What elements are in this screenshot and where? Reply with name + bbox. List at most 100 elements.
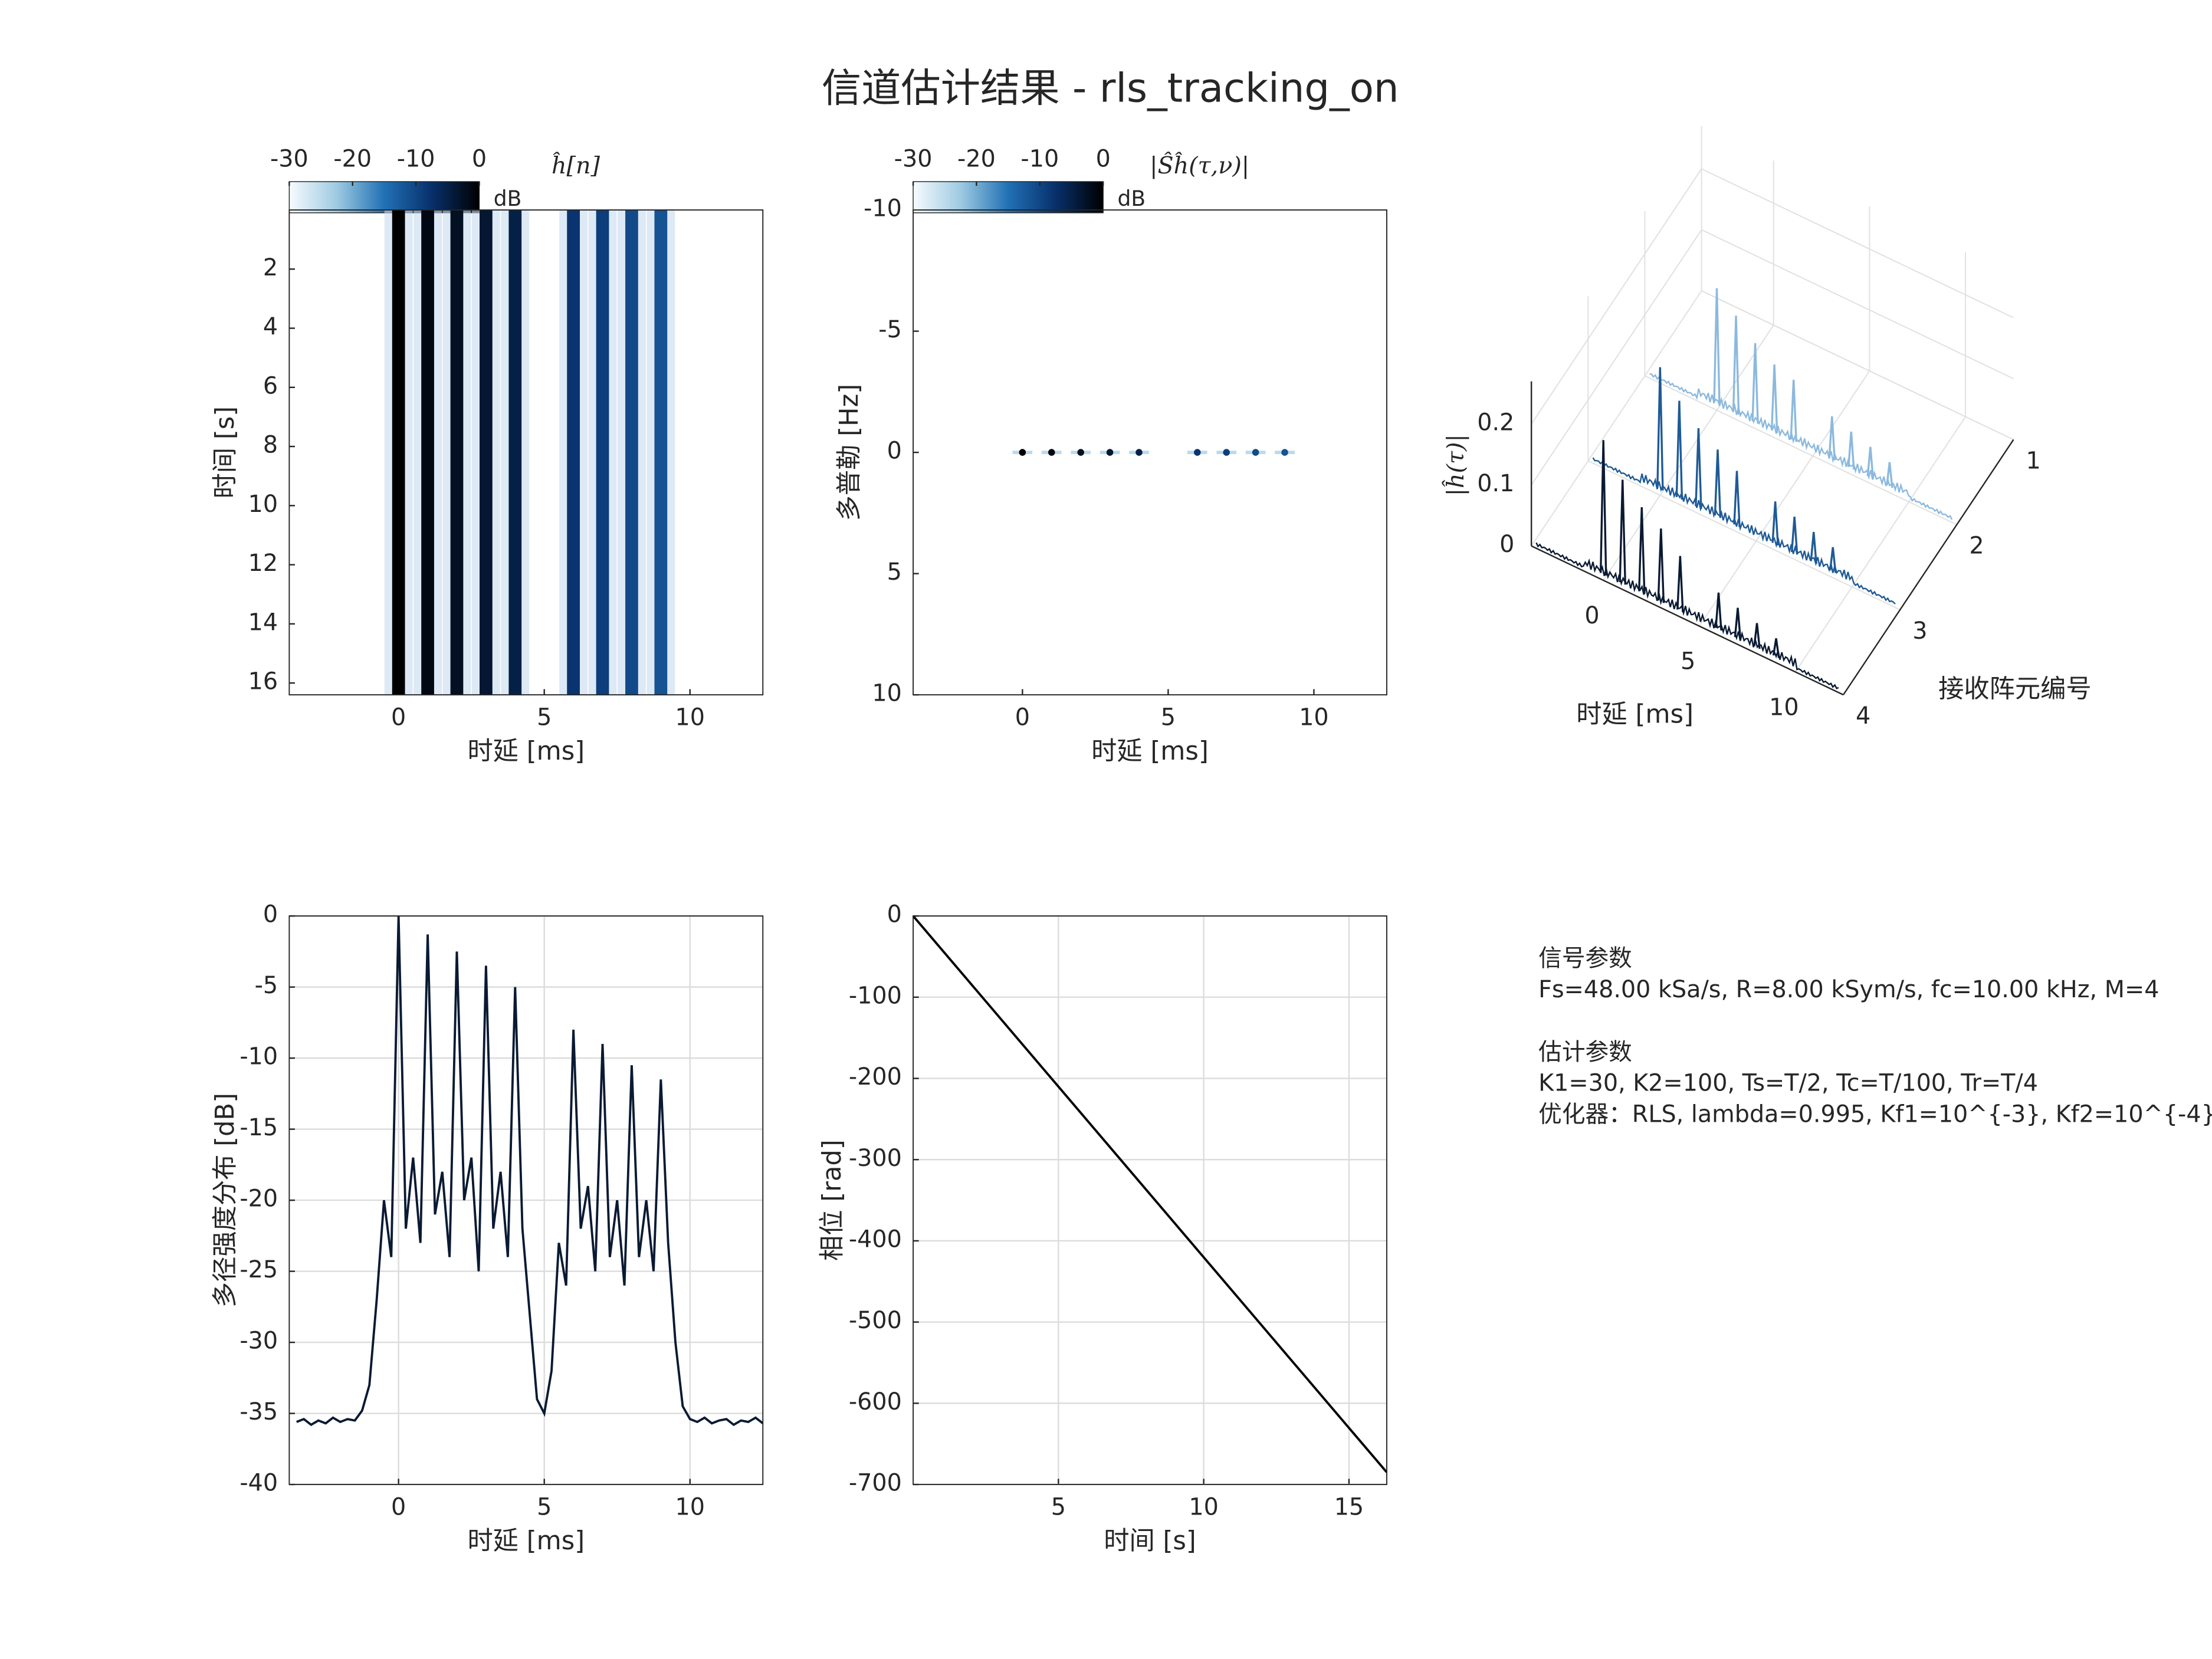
peak [1790, 516, 1799, 555]
heatmap-stripe [567, 210, 580, 695]
grid-line [1701, 290, 2014, 441]
x-tick-label: 0 [1584, 602, 1599, 629]
x-tick-label: 10 [675, 1493, 705, 1520]
y-tick-label: -600 [849, 1388, 902, 1415]
x-tick-label: 5 [1681, 648, 1695, 675]
peak [1695, 428, 1702, 509]
z-tick-label: 0 [1499, 531, 1514, 558]
floor-line [1535, 542, 1839, 689]
x-axis-label: 时延 [ms] [467, 737, 585, 766]
colorbar-tick-label: -20 [957, 145, 996, 172]
grid-line [1794, 416, 1966, 672]
colorbar-tick-label: 0 [1096, 145, 1111, 172]
y-tick-label: -40 [239, 1470, 278, 1497]
peak [1714, 449, 1722, 518]
y-tick-label: -700 [849, 1470, 902, 1497]
peak [1751, 343, 1759, 424]
floor-line [1592, 457, 1896, 605]
colorbar-tick-label: -30 [894, 145, 933, 172]
point [1019, 449, 1026, 456]
x-tick-label: 10 [1189, 1493, 1218, 1520]
y-axis-label: 时间 [s] [211, 406, 240, 499]
heatmap-stripe [480, 210, 493, 695]
peak [1770, 364, 1778, 433]
y-tick-label: -200 [849, 1063, 902, 1090]
y-tick-label: -500 [849, 1307, 902, 1334]
x-tick-label: 10 [1299, 704, 1328, 731]
z-tick-label: 0.2 [1477, 409, 1514, 436]
heatmap-stripe [421, 210, 434, 695]
data-line [912, 915, 1388, 1473]
y-tick-label: -5 [255, 972, 278, 999]
x-tick-label: 10 [675, 704, 705, 731]
y-tick-label: -25 [239, 1256, 278, 1283]
point [1194, 449, 1201, 456]
plot-frame [288, 915, 764, 1486]
peak [1619, 479, 1626, 585]
grid-line [1531, 168, 1702, 425]
colorbar-tick-label: -10 [397, 145, 435, 172]
axis-line [1842, 439, 2014, 695]
y-tick-label: 8 [263, 432, 278, 459]
point [1281, 449, 1288, 456]
y-tick-label: 1 [2026, 447, 2040, 474]
y-axis-label: 接收阵元编号 [1938, 674, 2092, 704]
point [1252, 449, 1259, 456]
peak [1790, 379, 1797, 442]
axis-line [1531, 545, 1844, 696]
plot-area [913, 210, 1387, 695]
chart-title: |Ŝĥ(τ,ν)| [1150, 152, 1249, 179]
figure-title: 信道估计结果 - rls_tracking_on [822, 65, 1399, 111]
z-tick-label: 0.1 [1477, 470, 1514, 497]
x-tick-label: 0 [391, 704, 406, 731]
x-axis-label: 时间 [s] [1104, 1526, 1196, 1556]
y-tick-label: -100 [849, 982, 902, 1009]
peak [1866, 446, 1875, 479]
heatmap-stripe [654, 210, 668, 695]
peak [1772, 638, 1780, 658]
y-tick-label: 4 [1856, 702, 1870, 730]
point [1106, 449, 1114, 456]
peak [1734, 607, 1742, 640]
colorbar [913, 181, 1104, 213]
heatmap-stripe [596, 210, 609, 695]
x-axis-label: 时延 [ms] [467, 1526, 585, 1556]
info-text: 信号参数 [1538, 945, 1632, 972]
grid-line [1587, 460, 1901, 610]
peak [1676, 556, 1684, 613]
y-tick-label: 10 [248, 491, 278, 518]
x-tick-label: 5 [1161, 704, 1176, 731]
peak [1599, 440, 1607, 576]
y-tick-label: 3 [1912, 617, 1927, 645]
z-axis-label: |ĥ(τ)| [1442, 434, 1469, 496]
y-tick-label: 10 [872, 680, 901, 707]
info-text: 估计参数 [1538, 1039, 1632, 1066]
x-axis-label: 时延 [ms] [1576, 700, 1694, 730]
peak [1657, 528, 1665, 603]
y-tick-label: 14 [248, 609, 278, 636]
grid-line [1701, 229, 2014, 379]
heatmap-stripe [392, 210, 405, 695]
y-tick-label: 4 [263, 313, 278, 340]
y-tick-label: 6 [263, 372, 278, 399]
y-tick-label: 16 [248, 668, 278, 695]
grid-line [1531, 290, 1702, 547]
grid-line [1603, 324, 1774, 581]
point [1223, 449, 1230, 456]
y-tick-label: -20 [239, 1185, 278, 1213]
peak [1733, 471, 1741, 527]
colorbar-label: dB [1117, 186, 1146, 211]
peak [1732, 316, 1740, 415]
colorbar-label: dB [494, 186, 522, 211]
y-tick-label: -30 [239, 1328, 278, 1355]
point [1048, 449, 1055, 456]
y-tick-label: -15 [239, 1114, 278, 1141]
floor-line [1649, 373, 1953, 520]
y-tick-label: -35 [239, 1398, 278, 1425]
plot-frame [913, 915, 1387, 1486]
grid-line [1699, 370, 1870, 627]
plot-frame [288, 209, 764, 696]
y-tick-label: -400 [849, 1226, 902, 1253]
colorbar-tick-label: -20 [333, 145, 372, 172]
